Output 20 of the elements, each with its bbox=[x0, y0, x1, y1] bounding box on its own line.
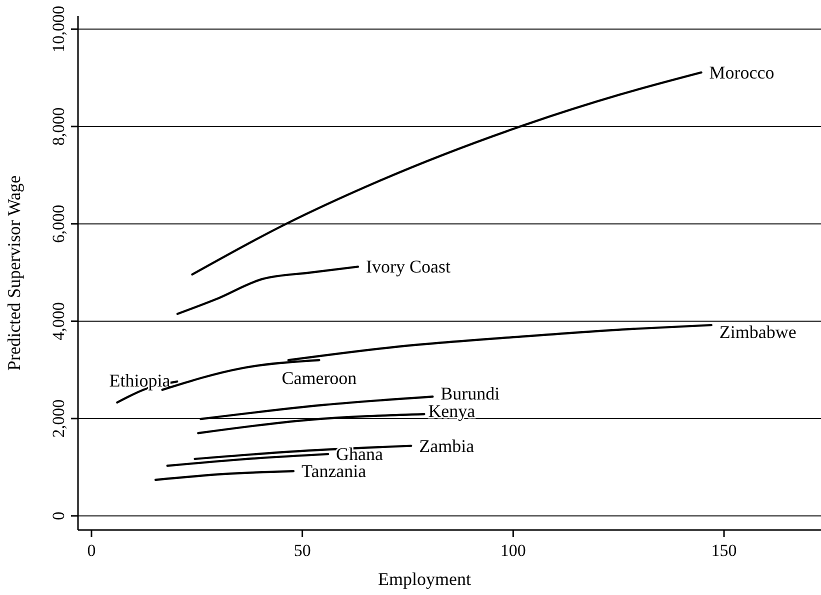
series-label: Zimbabwe bbox=[719, 322, 796, 342]
x-axis-title: Employment bbox=[378, 569, 471, 589]
series-label: Kenya bbox=[428, 401, 476, 422]
series-label: Ivory Coast bbox=[366, 256, 450, 277]
series-label: Cameroon bbox=[282, 368, 357, 388]
x-tick-label: 0 bbox=[87, 541, 96, 560]
series-label: Zambia bbox=[419, 436, 474, 456]
series-label: Morocco bbox=[709, 62, 774, 82]
y-tick-label: 10,000 bbox=[49, 6, 68, 53]
y-tick-label: 8,000 bbox=[49, 107, 68, 146]
y-tick-label: 6,000 bbox=[49, 204, 68, 243]
y-tick-label: 0 bbox=[49, 512, 68, 520]
x-tick-label: 50 bbox=[294, 541, 311, 560]
x-tick-label: 150 bbox=[711, 541, 737, 560]
y-axis-title: Predicted Supervisor Wage bbox=[4, 175, 24, 371]
series-label: Burundi bbox=[440, 384, 500, 404]
x-tick-label: 100 bbox=[500, 541, 526, 560]
y-tick-label: 4,000 bbox=[49, 302, 68, 340]
series-label: Ethiopia bbox=[109, 370, 170, 390]
y-tick-label: 2,000 bbox=[49, 399, 68, 438]
